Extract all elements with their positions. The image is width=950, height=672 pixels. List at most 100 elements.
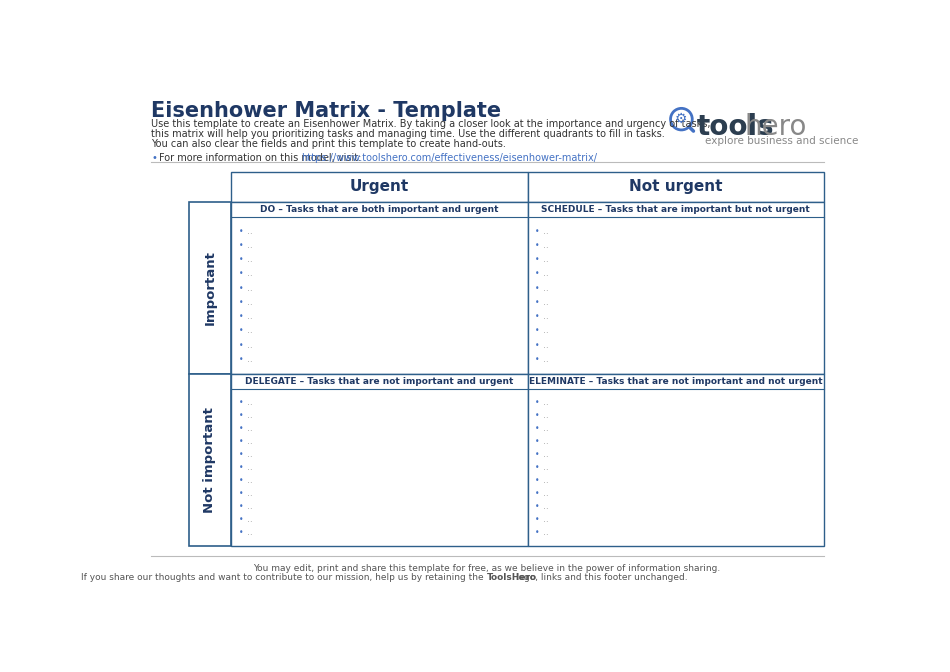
Text: •: •: [535, 515, 540, 524]
Bar: [527, 374, 824, 546]
Text: •: •: [535, 424, 540, 433]
Text: ..: ..: [543, 226, 549, 236]
Text: ..: ..: [247, 284, 253, 292]
Text: ..: ..: [247, 528, 253, 537]
Text: •: •: [238, 298, 243, 307]
Text: ..: ..: [543, 476, 549, 485]
Text: •: •: [238, 528, 243, 537]
Text: ..: ..: [247, 341, 253, 349]
Text: •: •: [535, 528, 540, 537]
Text: DELEGATE – Tasks that are not important and urgent: DELEGATE – Tasks that are not important …: [245, 377, 514, 386]
Text: ..: ..: [543, 424, 549, 433]
Text: ..: ..: [543, 255, 549, 264]
Text: •: •: [238, 355, 243, 364]
Text: Important: Important: [203, 250, 217, 325]
Text: •: •: [535, 269, 540, 278]
Text: •: •: [238, 327, 243, 335]
Text: •: •: [238, 269, 243, 278]
Text: hero: hero: [745, 113, 808, 141]
Text: ..: ..: [247, 355, 253, 364]
Text: SCHEDULE – Tasks that are important but not urgent: SCHEDULE – Tasks that are important but …: [542, 205, 810, 214]
Bar: [188, 374, 231, 546]
Text: •: •: [238, 411, 243, 419]
Text: ..: ..: [247, 327, 253, 335]
Text: ⚙: ⚙: [675, 112, 688, 126]
Bar: [231, 172, 527, 202]
Bar: [231, 374, 527, 546]
Text: Not important: Not important: [203, 407, 217, 513]
Text: •: •: [238, 226, 243, 236]
Text: Not urgent: Not urgent: [629, 179, 723, 194]
Text: ..: ..: [247, 489, 253, 498]
Bar: [231, 202, 527, 374]
Text: ..: ..: [543, 450, 549, 459]
Text: ..: ..: [247, 411, 253, 419]
Text: ..: ..: [543, 411, 549, 419]
Text: ..: ..: [543, 398, 549, 407]
Text: •: •: [238, 502, 243, 511]
Text: •: •: [535, 298, 540, 307]
Text: ..: ..: [543, 327, 549, 335]
Text: For more information on this model, visit:: For more information on this model, visi…: [159, 153, 365, 163]
Text: ..: ..: [247, 463, 253, 472]
Text: ..: ..: [543, 312, 549, 321]
Text: tools: tools: [697, 113, 774, 141]
Text: •: •: [535, 489, 540, 498]
Text: ..: ..: [247, 398, 253, 407]
Text: this matrix will help you prioritizing tasks and managing time. Use the differen: this matrix will help you prioritizing t…: [151, 129, 665, 139]
Text: •: •: [238, 437, 243, 446]
Text: •: •: [238, 312, 243, 321]
Text: ..: ..: [543, 437, 549, 446]
Text: •: •: [238, 284, 243, 292]
Text: •: •: [238, 424, 243, 433]
Text: You can also clear the fields and print this template to create hand-outs.: You can also clear the fields and print …: [151, 139, 506, 149]
Text: explore business and science: explore business and science: [705, 136, 858, 146]
Text: ..: ..: [247, 226, 253, 236]
Text: ..: ..: [247, 424, 253, 433]
Text: logo, links and this footer unchanged.: logo, links and this footer unchanged.: [513, 573, 688, 583]
Text: ..: ..: [247, 298, 253, 307]
Text: •: •: [535, 463, 540, 472]
Text: •: •: [238, 341, 243, 349]
Text: ..: ..: [543, 241, 549, 250]
Text: ..: ..: [247, 437, 253, 446]
Text: ..: ..: [247, 312, 253, 321]
Text: ..: ..: [543, 502, 549, 511]
Text: •: •: [535, 450, 540, 459]
Text: •: •: [238, 398, 243, 407]
Text: If you share our thoughts and want to contribute to our mission, help us by reta: If you share our thoughts and want to co…: [82, 573, 486, 583]
Text: ..: ..: [543, 298, 549, 307]
Text: ..: ..: [543, 489, 549, 498]
Text: Use this template to create an Eisenhower Matrix. By taking a closer look at the: Use this template to create an Eisenhowe…: [151, 119, 711, 129]
Text: ..: ..: [247, 476, 253, 485]
Text: •: •: [535, 284, 540, 292]
Text: ..: ..: [247, 241, 253, 250]
Bar: [527, 172, 824, 202]
Text: •: •: [535, 476, 540, 485]
Text: •: •: [535, 355, 540, 364]
Text: ..: ..: [543, 515, 549, 524]
Text: ..: ..: [247, 450, 253, 459]
Text: •: •: [535, 226, 540, 236]
Text: •: •: [151, 153, 157, 163]
Text: ..: ..: [247, 255, 253, 264]
Text: ..: ..: [543, 463, 549, 472]
Text: ..: ..: [543, 355, 549, 364]
Text: •: •: [535, 398, 540, 407]
Text: Eisenhower Matrix - Template: Eisenhower Matrix - Template: [151, 101, 502, 122]
Bar: [188, 202, 231, 374]
Text: https://www.toolshero.com/effectiveness/eisenhower-matrix/: https://www.toolshero.com/effectiveness/…: [301, 153, 597, 163]
Text: •: •: [238, 463, 243, 472]
Text: •: •: [535, 502, 540, 511]
Text: ELEMINATE – Tasks that are not important and not urgent: ELEMINATE – Tasks that are not important…: [529, 377, 823, 386]
Text: •: •: [238, 489, 243, 498]
Text: •: •: [535, 312, 540, 321]
Text: ..: ..: [247, 269, 253, 278]
Text: •: •: [238, 476, 243, 485]
Text: ..: ..: [543, 269, 549, 278]
Text: ..: ..: [247, 515, 253, 524]
Text: DO – Tasks that are both important and urgent: DO – Tasks that are both important and u…: [260, 205, 499, 214]
Text: ..: ..: [543, 528, 549, 537]
Text: Urgent: Urgent: [350, 179, 408, 194]
Text: •: •: [238, 255, 243, 264]
